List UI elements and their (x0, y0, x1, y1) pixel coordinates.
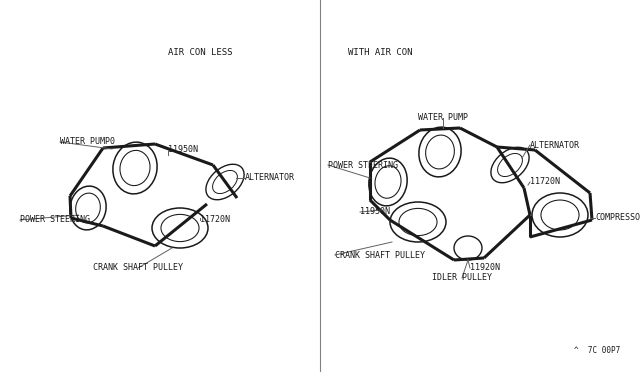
Text: WATER PUMP0: WATER PUMP0 (60, 138, 115, 147)
Text: COMPRESSOR: COMPRESSOR (595, 214, 640, 222)
Text: 11950N: 11950N (360, 208, 390, 217)
Text: ^  7C 00P7: ^ 7C 00P7 (573, 346, 620, 355)
Text: IDLER PULLEY: IDLER PULLEY (432, 273, 492, 282)
Text: WITH AIR CON: WITH AIR CON (348, 48, 413, 57)
Text: POWER STEERING: POWER STEERING (328, 160, 398, 170)
Text: 11920N: 11920N (470, 263, 500, 273)
Text: CRANK SHAFT PULLEY: CRANK SHAFT PULLEY (335, 250, 425, 260)
Text: 11720N: 11720N (200, 215, 230, 224)
Text: AIR CON LESS: AIR CON LESS (168, 48, 232, 57)
Text: ALTERNATOR: ALTERNATOR (530, 141, 580, 150)
Text: WATER PUMP: WATER PUMP (418, 113, 468, 122)
Text: ALTERNATOR: ALTERNATOR (245, 173, 295, 183)
Text: POWER STEERING: POWER STEERING (20, 215, 90, 224)
Text: 11950N: 11950N (168, 145, 198, 154)
Text: 11720N: 11720N (530, 177, 560, 186)
Text: CRANK SHAFT PULLEY: CRANK SHAFT PULLEY (93, 263, 183, 273)
